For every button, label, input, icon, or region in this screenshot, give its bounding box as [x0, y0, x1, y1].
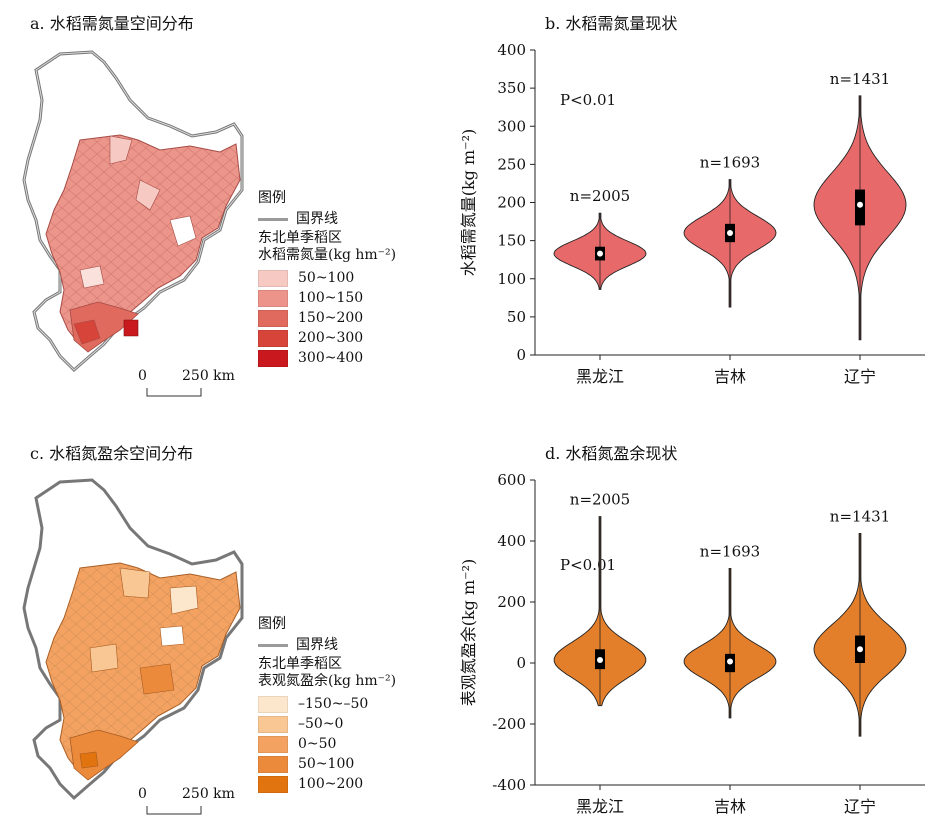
chart-d-xtick-label-2: 辽宁 [844, 797, 876, 816]
legend-a-class-label-4: 300~400 [298, 349, 364, 366]
chart-b-n-label-2: n=1431 [830, 70, 890, 88]
legend-a-border: 国界线 [258, 210, 396, 230]
legend-c-class-label-1: –50~0 [298, 715, 344, 732]
chart-b-ytick-label-5: 250 [497, 155, 526, 173]
legend-c-variable-label: 表观氮盈余(kg hm⁻²) [258, 673, 397, 689]
chart-d-ylabel: 表观氮盈余(kg m⁻²) [459, 559, 478, 707]
map-c-svg [22, 478, 244, 801]
legend-a-class-label-0: 50~100 [298, 269, 355, 286]
legend-c-border-label: 国界线 [296, 636, 338, 653]
chart-d-ytick-label-2: 0 [516, 654, 526, 672]
legend-c-swatch-3 [258, 756, 288, 773]
legend-c-border: 国界线 [258, 636, 396, 656]
legend-a-variable-label: 水稻需氮量(kg hm⁻²) [258, 247, 397, 263]
chart-b-median-1 [727, 230, 733, 236]
chart-b-ytick-label-1: 50 [507, 308, 526, 326]
legend-a-swatch-2 [258, 310, 288, 327]
legend-c-region-label: 东北单季稻区 [258, 655, 342, 672]
panel-a-title: a. 水稻需氮量空间分布 [30, 14, 194, 33]
chart-d-median-0 [597, 656, 603, 663]
chart-d-n-label-2: n=1431 [830, 507, 890, 525]
legend-c-swatch-1 [258, 716, 288, 733]
scale-c-label: 250 km [182, 786, 235, 802]
legend-c-swatch-0 [258, 696, 288, 713]
legend-c-title: 图例 [258, 616, 286, 632]
chart-b-xtick-label-2: 辽宁 [844, 367, 876, 386]
chart-d-median-1 [727, 658, 733, 665]
legend-a-class-1: 100~150 [258, 289, 396, 309]
scale-a-line [146, 388, 202, 397]
legend-a-class-label-3: 200~300 [298, 329, 364, 346]
chart-d-ytick-label-5: 600 [497, 471, 526, 489]
chart-b-annotation: P<0.01 [560, 91, 616, 109]
scale-a-label: 250 km [182, 368, 235, 384]
legend-c-class-3: 50~100 [258, 755, 396, 775]
chart-d-ytick-label-3: 200 [497, 593, 526, 611]
legend-a-swatch-1 [258, 290, 288, 307]
border-line-icon [258, 218, 288, 221]
scale-a-zero: 0 [138, 368, 147, 384]
border-line-icon [258, 644, 288, 647]
chart-b-n-label-0: n=2005 [570, 187, 630, 205]
violin-chart-d: -400 -200 0 200 400 600 表观氮盈余(kg m⁻²) P<0.01 黑龙江… [459, 471, 925, 816]
chart-b-xtick-label-1: 吉林 [714, 367, 746, 386]
chart-d-annotation: P<0.01 [560, 556, 616, 574]
legend-c-class-label-2: 0~50 [298, 735, 337, 752]
legend-c-class-label-4: 100~200 [298, 775, 364, 792]
chart-b-ytick-label-6: 300 [497, 117, 526, 135]
chart-b-n-label-1: n=1693 [700, 154, 760, 172]
legend-c-class-label-3: 50~100 [298, 755, 355, 772]
violin-chart-b: 0 50 100 150 200 250 300 350 400 水稻需氮量(kg m⁻²) P<0… [459, 41, 925, 386]
chart-b-median-2 [857, 201, 863, 208]
chart-b-ytick-label-3: 150 [497, 232, 526, 250]
legend-a-class-0: 50~100 [258, 269, 396, 289]
legend-a-region-label: 东北单季稻区 [258, 229, 342, 246]
legend-c-class-4: 100~200 [258, 775, 396, 795]
chart-b-ytick-label-4: 200 [497, 194, 526, 212]
legend-a-class-2: 150~200 [258, 309, 396, 329]
chart-d-xtick-label-1: 吉林 [714, 797, 746, 816]
chart-b-ytick-label-2: 100 [497, 270, 526, 288]
legend-c: 图例 国界线 东北单季稻区 表观氮盈余(kg hm⁻²) –150~–50 –50… [258, 616, 396, 795]
chart-b-ytick-label-7: 350 [497, 79, 526, 97]
legend-c-class-label-0: –150~–50 [298, 695, 369, 712]
chart-d-ytick-label-4: 400 [497, 532, 526, 550]
chart-d-n-label-1: n=1693 [700, 542, 760, 560]
map-c [20, 468, 260, 828]
chart-b-ylabel: 水稻需氮量(kg m⁻²) [459, 129, 478, 277]
scale-c-line [146, 806, 202, 815]
panel-b-title: b. 水稻需氮量现状 [545, 14, 678, 33]
legend-c-class-1: –50~0 [258, 715, 396, 735]
chart-b-ytick-label-8: 400 [497, 41, 526, 59]
map-a-svg [22, 50, 244, 373]
chart-d-ytick-label-1: -200 [492, 715, 526, 733]
legend-c-swatch-2 [258, 736, 288, 753]
legend-a-swatch-3 [258, 330, 288, 347]
legend-a-class-label-2: 150~200 [298, 309, 364, 326]
legend-c-class-2: 0~50 [258, 735, 396, 755]
legend-a-class-3: 200~300 [258, 329, 396, 349]
legend-c-class-0: –150~–50 [258, 695, 396, 715]
scale-bar-a: 0 250 km [138, 368, 248, 398]
map-a [20, 40, 260, 400]
legend-a-class-label-1: 100~150 [298, 289, 364, 306]
chart-d-ytick-label-0: -400 [492, 776, 526, 794]
legend-a-title: 图例 [258, 190, 286, 206]
chart-d-xtick-label-0: 黑龙江 [576, 797, 624, 816]
chart-b-xtick-label-0: 黑龙江 [576, 367, 624, 386]
chart-d-n-label-0: n=2005 [570, 491, 630, 509]
chart-b-ytick-label-0: 0 [516, 346, 526, 364]
legend-a-swatch-4 [258, 350, 288, 367]
scale-bar-c: 0 250 km [138, 786, 248, 816]
chart-d-median-2 [857, 646, 863, 653]
scale-c-zero: 0 [138, 786, 147, 802]
panel-c-title: c. 水稻氮盈余空间分布 [30, 444, 194, 463]
legend-a-swatch-0 [258, 270, 288, 287]
legend-a-class-4: 300~400 [258, 349, 396, 369]
legend-a-border-label: 国界线 [296, 210, 338, 227]
legend-c-swatch-4 [258, 776, 288, 793]
panel-d-title: d. 水稻氮盈余现状 [545, 444, 678, 463]
legend-a: 图例 国界线 东北单季稻区 水稻需氮量(kg hm⁻²) 50~100 100~1… [258, 190, 396, 369]
chart-b-median-0 [597, 250, 603, 257]
